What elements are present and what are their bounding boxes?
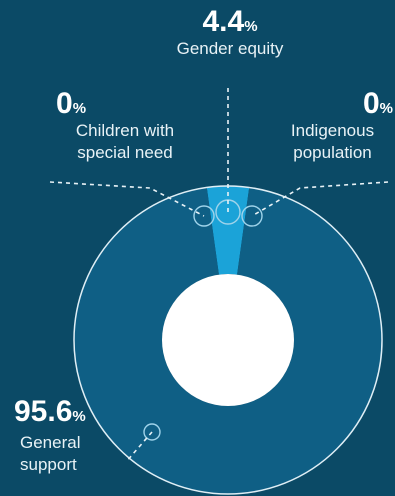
general-support-value: 95.6: [14, 395, 73, 428]
indigenous-unit: %: [379, 100, 393, 117]
special-need-marker: [193, 205, 215, 227]
indigenous-marker: [241, 205, 263, 227]
general-support-marker: [143, 423, 161, 441]
slice-gender-equity: [206, 186, 250, 275]
special-need-value: 0: [56, 87, 73, 120]
gender-equity-desc: Gender equity: [176, 39, 284, 58]
indigenous-leader: [251, 181, 389, 217]
special-need-label: 0% Children with special need: [40, 88, 210, 164]
general-support-label: 95.6% General support: [14, 396, 164, 476]
leader-lines: [49, 88, 389, 463]
indigenous-label: 0% Indigenous population: [270, 88, 395, 164]
gender-equity-value: 4.4: [202, 5, 245, 38]
indigenous-desc-line2: population: [293, 143, 372, 162]
general-support-leader: [125, 431, 153, 463]
general-support-unit: %: [72, 408, 86, 425]
special-need-desc-line1: Children with: [75, 121, 175, 140]
slice-general-support: [74, 187, 383, 494]
special-need-unit: %: [72, 100, 87, 117]
gender-equity-label: 4.4% Gender equity: [120, 6, 340, 60]
special-need-desc-line2: special need: [77, 143, 173, 162]
general-support-desc-line1: General: [20, 433, 81, 452]
center-hole: [162, 274, 294, 406]
general-support-desc-line2: support: [20, 455, 77, 474]
special-need-leader: [49, 181, 205, 217]
indigenous-desc-line1: Indigenous: [290, 121, 375, 140]
slice-group: [74, 186, 383, 494]
gender-equity-unit: %: [244, 18, 258, 35]
indigenous-value: 0: [362, 87, 380, 120]
